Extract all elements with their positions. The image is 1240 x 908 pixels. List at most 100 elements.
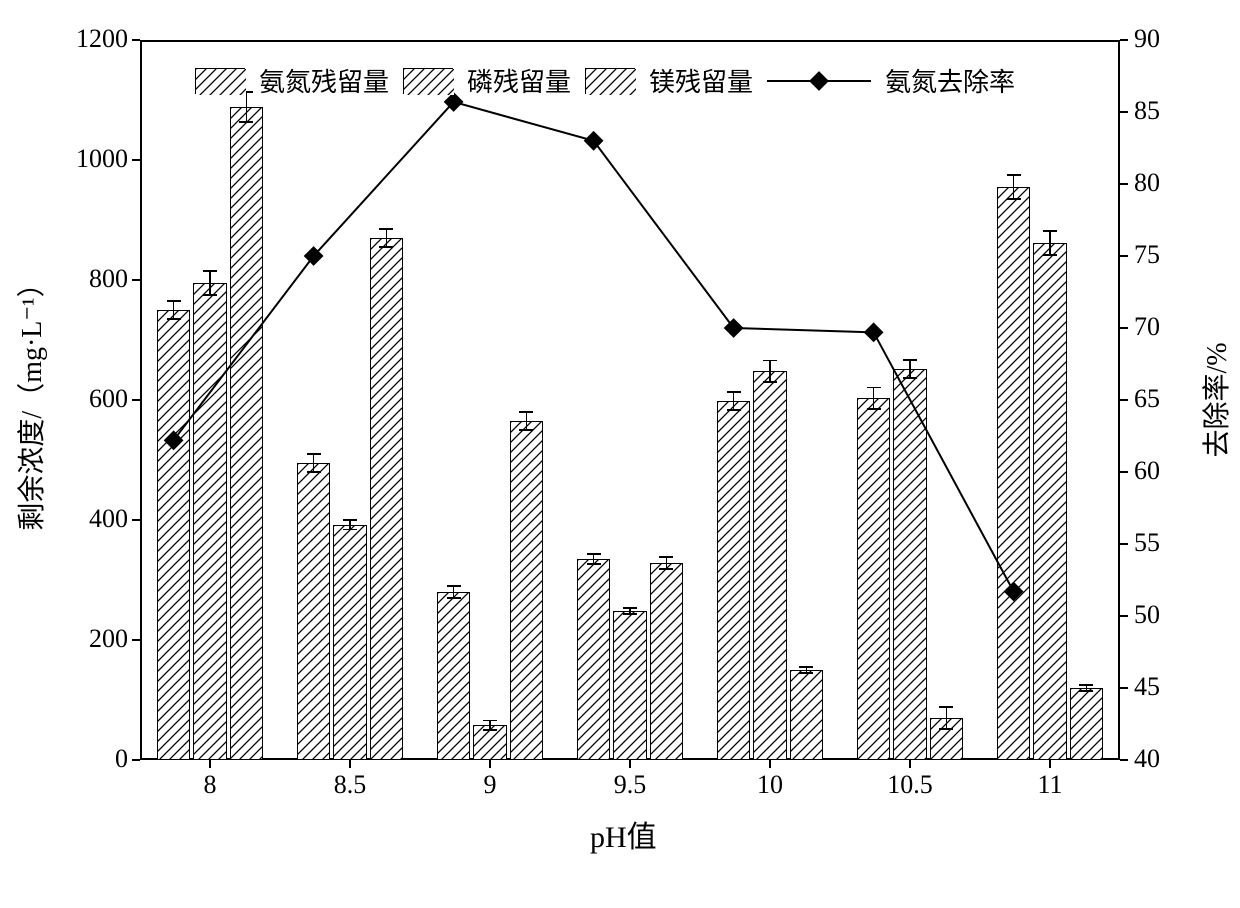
error-cap (867, 408, 881, 410)
y-right-tick-label: 85 (1134, 96, 1160, 126)
error-cap (727, 391, 741, 393)
y-right-tick (1120, 399, 1128, 401)
y-right-tick (1120, 543, 1128, 545)
y-left-axis-label: 剩余浓度/（mg·L⁻¹） (10, 269, 50, 530)
x-tick-label: 8 (180, 770, 240, 800)
error-cap (519, 429, 533, 431)
error-cap (1043, 254, 1057, 256)
error-cap (343, 519, 357, 521)
error-cap (1007, 174, 1021, 176)
y-left-tick (132, 159, 140, 161)
error-cap (727, 409, 741, 411)
error-cap (167, 300, 181, 302)
legend-label: 磷残留量 (467, 62, 571, 99)
error-cap (343, 529, 357, 531)
y-right-tick (1120, 615, 1128, 617)
y-left-tick-label: 800 (89, 264, 128, 294)
error-bar (173, 301, 175, 319)
x-tick-label: 9 (460, 770, 520, 800)
y-left-tick (132, 279, 140, 281)
error-cap (203, 270, 217, 272)
error-bar (453, 586, 455, 598)
y-right-tick-label: 65 (1134, 384, 1160, 414)
error-bar (909, 360, 911, 378)
x-tick (629, 760, 631, 768)
error-cap (763, 381, 777, 383)
error-bar (1049, 231, 1051, 255)
y-right-tick (1120, 471, 1128, 473)
x-tick (909, 760, 911, 768)
error-cap (483, 729, 497, 731)
error-cap (903, 359, 917, 361)
error-bar (386, 229, 388, 247)
y-left-tick (132, 639, 140, 641)
y-left-tick-label: 600 (89, 384, 128, 414)
error-cap (939, 706, 953, 708)
bar-phosphorus_residual (1033, 243, 1067, 760)
error-cap (799, 672, 813, 674)
y-right-tick-label: 45 (1134, 672, 1160, 702)
y-right-tick (1120, 39, 1128, 41)
bar-ammonia_residual (297, 463, 331, 760)
error-cap (587, 563, 601, 565)
bar-ammonia_residual (577, 559, 611, 760)
error-cap (623, 613, 637, 615)
error-cap (623, 607, 637, 609)
y-right-tick (1120, 759, 1128, 761)
bar-ammonia_residual (717, 401, 751, 760)
error-cap (903, 377, 917, 379)
error-cap (939, 728, 953, 730)
bar-phosphorus_residual (893, 369, 927, 760)
error-cap (587, 553, 601, 555)
legend-label: 镁残留量 (649, 62, 753, 99)
error-bar (769, 360, 771, 382)
y-left-tick (132, 39, 140, 41)
y-left-tick (132, 399, 140, 401)
bar-ammonia_residual (157, 310, 191, 760)
error-cap (307, 453, 321, 455)
x-tick-label: 9.5 (600, 770, 660, 800)
y-right-axis-label: 去除率/% (1195, 342, 1235, 457)
error-cap (1079, 690, 1093, 692)
y-right-tick-label: 70 (1134, 312, 1160, 342)
error-cap (203, 294, 217, 296)
error-bar (666, 557, 668, 569)
x-tick-label: 11 (1020, 770, 1080, 800)
y-right-tick (1120, 255, 1128, 257)
y-right-tick-label: 80 (1134, 168, 1160, 198)
error-bar (209, 271, 211, 295)
chart-root: 0200400600800100012004045505560657075808… (0, 0, 1240, 908)
error-bar (526, 412, 528, 430)
bar-phosphorus_residual (753, 371, 787, 760)
error-cap (1079, 684, 1093, 686)
error-cap (379, 246, 393, 248)
y-right-tick-label: 50 (1134, 600, 1160, 630)
error-cap (519, 411, 533, 413)
y-right-tick (1120, 327, 1128, 329)
y-left-tick (132, 759, 140, 761)
bar-magnesium_residual (790, 670, 824, 760)
y-left-tick-label: 200 (89, 624, 128, 654)
x-tick-label: 8.5 (320, 770, 380, 800)
legend-label: 氨氮去除率 (885, 62, 1015, 99)
y-right-tick-label: 40 (1134, 744, 1160, 774)
y-right-tick (1120, 687, 1128, 689)
y-right-tick (1120, 183, 1128, 185)
bar-phosphorus_residual (333, 525, 367, 760)
y-left-tick-label: 1000 (76, 144, 128, 174)
x-tick (1049, 760, 1051, 768)
error-cap (483, 720, 497, 722)
error-bar (946, 707, 948, 729)
error-cap (1007, 198, 1021, 200)
error-cap (167, 318, 181, 320)
bar-magnesium_residual (1070, 688, 1104, 760)
y-right-tick-label: 55 (1134, 528, 1160, 558)
error-cap (659, 556, 673, 558)
bar-magnesium_residual (370, 238, 404, 760)
legend-swatch-magnesium_residual (585, 68, 635, 94)
error-cap (659, 568, 673, 570)
y-left-tick-label: 400 (89, 504, 128, 534)
error-cap (763, 360, 777, 362)
error-bar (733, 392, 735, 410)
bar-magnesium_residual (510, 421, 544, 760)
